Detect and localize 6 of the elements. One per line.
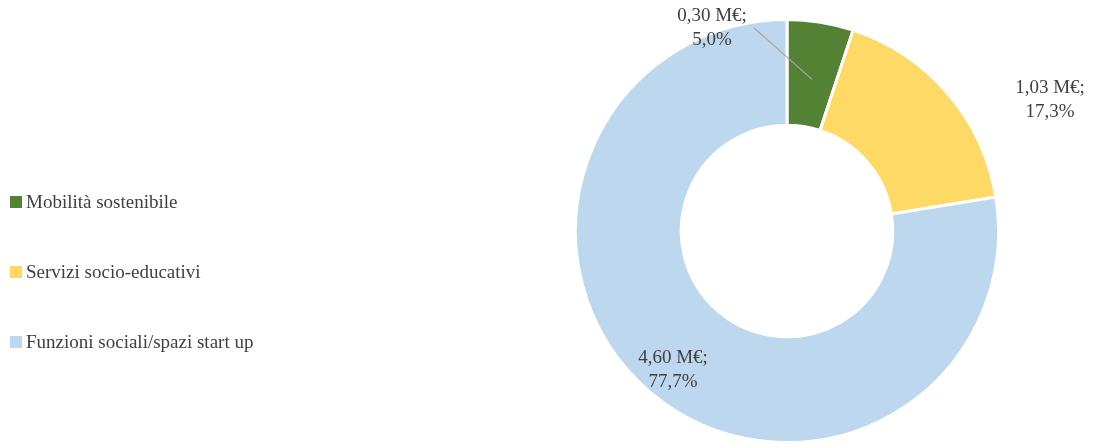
legend-label: Servizi socio-educativi (26, 261, 201, 283)
legend-label: Funzioni sociali/spazi start up (26, 331, 254, 353)
data-label: 4,60 M€; 77,7% (638, 345, 708, 391)
data-label: 1,03 M€; 17,3% (1015, 75, 1085, 121)
legend-label: Mobilità sostenibile (26, 191, 178, 213)
data-label: 0,30 M€; 5,0% (677, 3, 747, 49)
